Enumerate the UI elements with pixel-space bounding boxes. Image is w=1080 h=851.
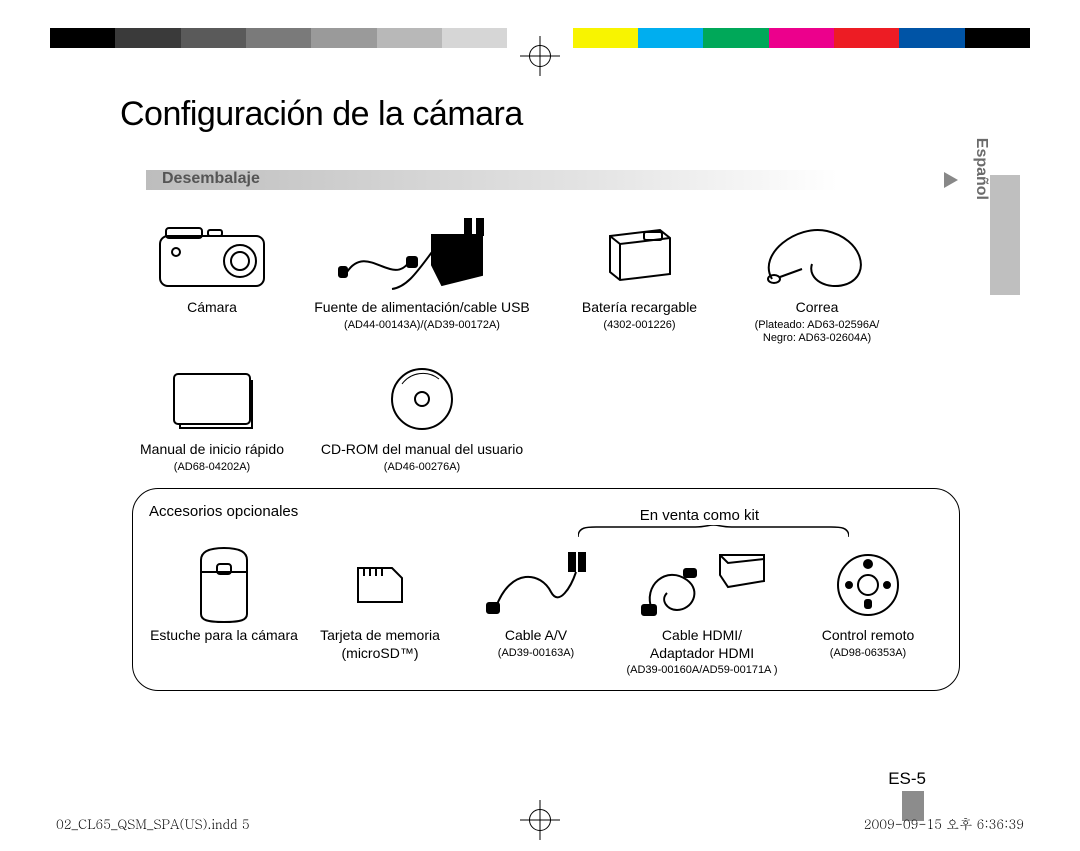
case-icon xyxy=(149,542,299,627)
item-camera: Cámara xyxy=(132,214,292,346)
item-power-usb: Fuente de alimentación/cable USB (AD44-0… xyxy=(292,214,552,346)
side-tab xyxy=(990,175,1020,295)
strap-icon xyxy=(727,214,907,299)
item-partno: (AD68-04202A) xyxy=(132,461,292,475)
item-label: Manual de inicio rápido xyxy=(132,441,292,459)
item-label: CD-ROM del manual del usuario xyxy=(292,441,552,459)
item-partno: (AD98-06353A) xyxy=(793,647,943,661)
item-partno: (AD39-00160A/AD59-00171A ) xyxy=(617,664,787,678)
sdcard-icon xyxy=(305,542,455,627)
item-cable-hdmi: Cable HDMI/ Adaptador HDMI (AD39-00160A/… xyxy=(617,542,787,678)
remote-icon xyxy=(793,542,943,627)
item-label: Fuente de alimentación/cable USB xyxy=(292,299,552,317)
item-partno: (4302-001226) xyxy=(552,319,727,333)
item-label: Cámara xyxy=(132,299,292,317)
optional-grid: Estuche para la cámara Tarjeta de memori… xyxy=(149,542,943,678)
footer-left: 02_CL65_QSM_SPA(US).indd 5 xyxy=(56,814,250,833)
item-partno: (AD44-00143A)/(AD39-00172A) xyxy=(292,319,552,333)
items-row-1: Cámara Fuente de alimentación/cable USB … xyxy=(132,214,960,346)
item-label: Estuche para la cámara xyxy=(149,627,299,645)
item-battery: Batería recargable (4302-001226) xyxy=(552,214,727,346)
section-banner: Desembalaje xyxy=(132,164,960,196)
item-label: Control remoto xyxy=(793,627,943,645)
book-icon xyxy=(132,356,292,441)
item-cdrom: CD-ROM del manual del usuario (AD46-0027… xyxy=(292,356,552,474)
item-partno: (Plateado: AD63-02596A/ Negro: AD63-0260… xyxy=(727,319,907,347)
item-partno: (AD39-00163A) xyxy=(461,647,611,661)
chevron-right-icon xyxy=(944,172,958,188)
page-title: Configuración de la cámara xyxy=(120,95,960,134)
registration-mark-bottom xyxy=(520,800,560,840)
item-microsd: Tarjeta de memoria (microSD™) xyxy=(305,542,455,678)
item-label: Correa xyxy=(727,299,907,317)
battery-icon xyxy=(552,214,727,299)
item-label: Batería recargable xyxy=(552,299,727,317)
item-case: Estuche para la cámara xyxy=(149,542,299,678)
item-strap: Correa (Plateado: AD63-02596A/ Negro: AD… xyxy=(727,214,907,346)
page-content: Configuración de la cámara Desembalaje E… xyxy=(120,95,960,781)
item-remote: Control remoto (AD98-06353A) xyxy=(793,542,943,678)
section-title: Desembalaje xyxy=(132,164,278,194)
item-label: Tarjeta de memoria (microSD™) xyxy=(305,627,455,662)
optional-title: Accesorios opcionales xyxy=(149,503,943,520)
charger-icon xyxy=(292,214,552,299)
registration-mark-top xyxy=(520,36,560,76)
item-manual: Manual de inicio rápido (AD68-04202A) xyxy=(132,356,292,474)
item-label: Cable A/V xyxy=(461,627,611,645)
items-row-2: Manual de inicio rápido (AD68-04202A) CD… xyxy=(132,356,960,474)
footer-right: 2009-09-15 오후 6:36:39 xyxy=(864,814,1024,833)
item-partno: (AD46-00276A) xyxy=(292,461,552,475)
cable-hdmi-icon xyxy=(617,542,787,627)
kit-brace xyxy=(578,525,849,539)
item-cable-av: Cable A/V (AD39-00163A) xyxy=(461,542,611,678)
cd-icon xyxy=(292,356,552,441)
kit-label: En venta como kit xyxy=(640,507,759,524)
camera-icon xyxy=(132,214,292,299)
page-number: ES-5 xyxy=(888,769,926,789)
item-label: Cable HDMI/ Adaptador HDMI xyxy=(617,627,787,662)
cable-av-icon xyxy=(461,542,611,627)
language-label: Español xyxy=(972,138,990,200)
optional-box: Accesorios opcionales En venta como kit … xyxy=(132,488,960,691)
